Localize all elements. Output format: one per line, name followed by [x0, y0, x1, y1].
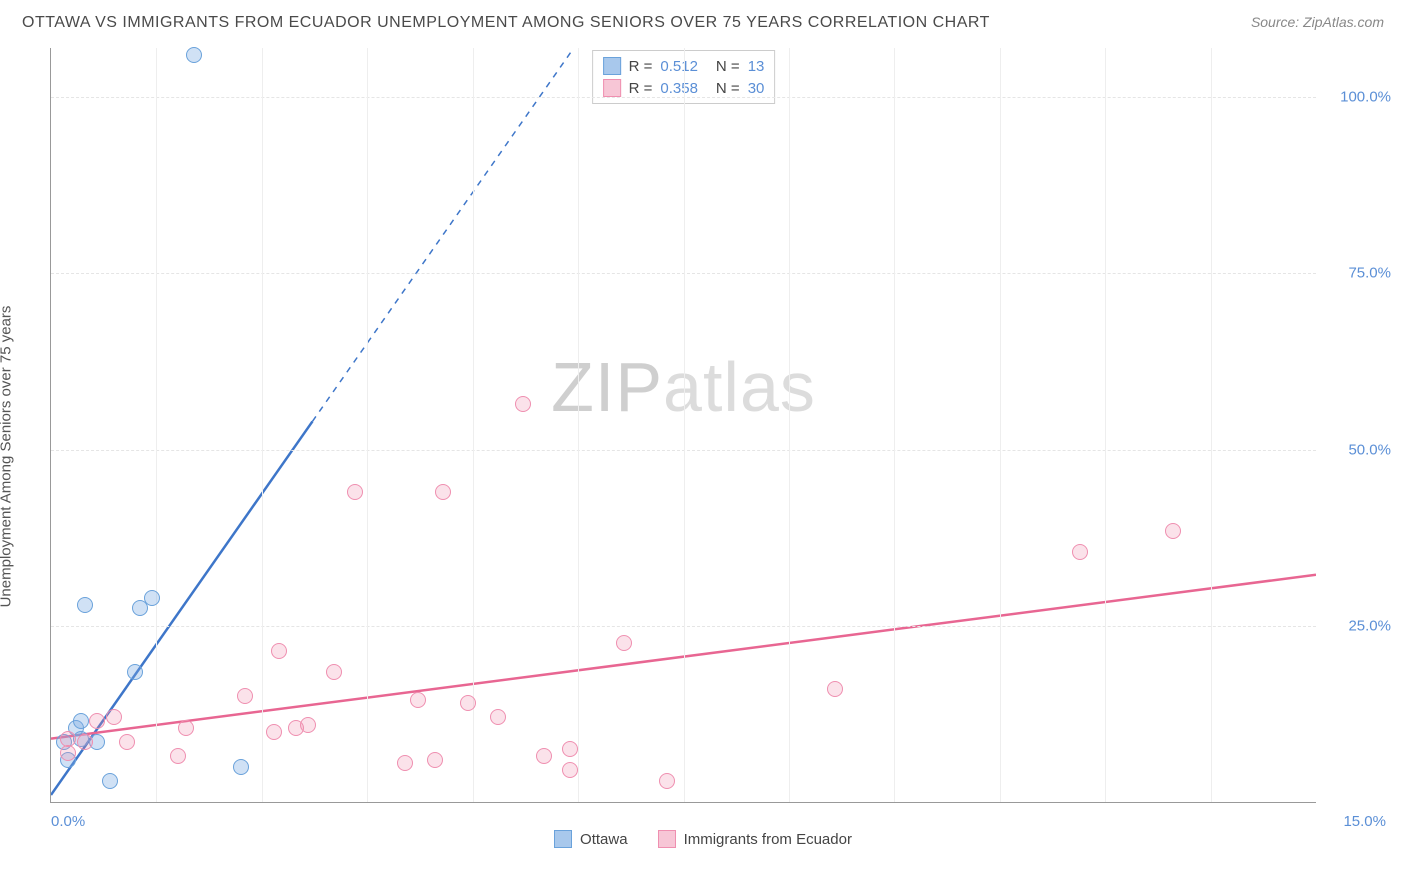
- data-point: [237, 688, 253, 704]
- data-point: [271, 643, 287, 659]
- gridline-vertical: [1211, 48, 1212, 802]
- data-point: [490, 709, 506, 725]
- y-tick-label: 100.0%: [1321, 89, 1391, 106]
- data-point: [178, 720, 194, 736]
- series-legend: Ottawa Immigrants from Ecuador: [0, 830, 1406, 848]
- data-point: [127, 664, 143, 680]
- legend-label: Immigrants from Ecuador: [684, 831, 852, 848]
- y-tick-label: 50.0%: [1321, 441, 1391, 458]
- data-point: [410, 692, 426, 708]
- gridline-vertical: [894, 48, 895, 802]
- legend-r-label: R =: [629, 80, 653, 97]
- y-tick-label: 75.0%: [1321, 265, 1391, 282]
- gridline-vertical: [473, 48, 474, 802]
- x-axis-min-label: 0.0%: [51, 813, 85, 830]
- data-point: [170, 748, 186, 764]
- data-point: [89, 713, 105, 729]
- legend-item: Ottawa: [554, 830, 628, 848]
- y-tick-label: 25.0%: [1321, 617, 1391, 634]
- data-point: [827, 681, 843, 697]
- trend-line-dashed: [312, 48, 573, 421]
- data-point: [347, 484, 363, 500]
- data-point: [73, 713, 89, 729]
- legend-swatch: [603, 79, 621, 97]
- watermark-light: atlas: [663, 348, 816, 426]
- data-point: [562, 762, 578, 778]
- legend-n-value: 13: [748, 58, 765, 75]
- data-point: [77, 734, 93, 750]
- source-attribution: Source: ZipAtlas.com: [1251, 14, 1384, 30]
- data-point: [186, 47, 202, 63]
- legend-r-value: 0.512: [660, 58, 698, 75]
- gridline-vertical: [367, 48, 368, 802]
- legend-n-label: N =: [716, 58, 740, 75]
- legend-swatch: [554, 830, 572, 848]
- data-point: [659, 773, 675, 789]
- data-point: [77, 597, 93, 613]
- data-point: [144, 590, 160, 606]
- data-point: [435, 484, 451, 500]
- gridline-vertical: [684, 48, 685, 802]
- data-point: [397, 755, 413, 771]
- data-point: [460, 695, 476, 711]
- legend-n-value: 30: [748, 80, 765, 97]
- data-point: [1072, 544, 1088, 560]
- data-point: [616, 635, 632, 651]
- y-axis-label: Unemployment Among Seniors over 75 years: [0, 306, 15, 608]
- legend-item: Immigrants from Ecuador: [658, 830, 852, 848]
- x-axis-max-label: 15.0%: [1343, 813, 1386, 830]
- plot-area: ZIPatlas R =0.512N =13R =0.358N =30 0.0%…: [50, 48, 1316, 803]
- watermark-bold: ZIP: [551, 348, 663, 426]
- data-point: [106, 709, 122, 725]
- gridline-vertical: [1105, 48, 1106, 802]
- legend-swatch: [658, 830, 676, 848]
- data-point: [515, 396, 531, 412]
- data-point: [266, 724, 282, 740]
- gridline-vertical: [578, 48, 579, 802]
- gridline-vertical: [1000, 48, 1001, 802]
- data-point: [536, 748, 552, 764]
- legend-swatch: [603, 57, 621, 75]
- data-point: [102, 773, 118, 789]
- gridline-vertical: [789, 48, 790, 802]
- gridline-vertical: [262, 48, 263, 802]
- data-point: [60, 731, 76, 747]
- legend-label: Ottawa: [580, 831, 628, 848]
- data-point: [300, 717, 316, 733]
- data-point: [326, 664, 342, 680]
- legend-r-value: 0.358: [660, 80, 698, 97]
- data-point: [60, 745, 76, 761]
- chart-container: Unemployment Among Seniors over 75 years…: [0, 38, 1406, 858]
- legend-n-label: N =: [716, 80, 740, 97]
- data-point: [119, 734, 135, 750]
- chart-title: OTTAWA VS IMMIGRANTS FROM ECUADOR UNEMPL…: [22, 14, 990, 32]
- data-point: [1165, 523, 1181, 539]
- legend-r-label: R =: [629, 58, 653, 75]
- data-point: [562, 741, 578, 757]
- data-point: [427, 752, 443, 768]
- gridline-vertical: [156, 48, 157, 802]
- data-point: [233, 759, 249, 775]
